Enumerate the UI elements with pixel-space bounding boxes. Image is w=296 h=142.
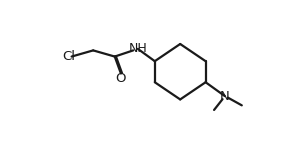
Text: NH: NH [128,42,147,55]
Text: N: N [220,90,230,103]
Text: Cl: Cl [62,50,75,63]
Text: O: O [116,72,126,85]
